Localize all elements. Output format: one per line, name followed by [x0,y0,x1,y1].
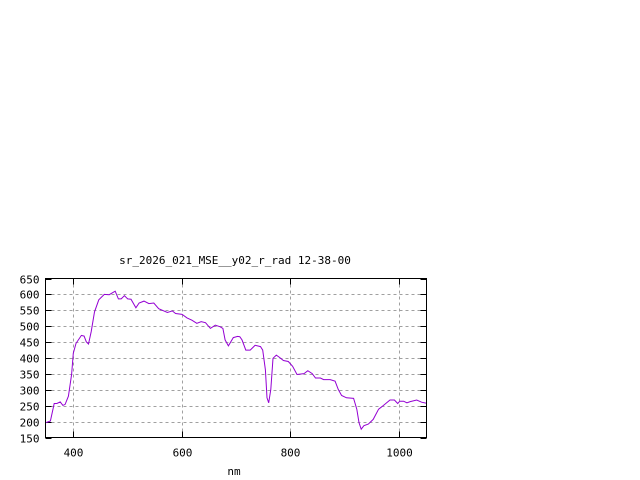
x-tick-label: 600 [173,447,193,460]
tick-labels: 150 200 250 300 350 400 450 500 550 600 650 400 600 8… [20,274,413,460]
x-axis-label: nm [227,465,241,478]
x-tick-label: 400 [64,447,84,460]
y-tick-label: 300 [20,385,40,398]
y-tick-label: 150 [20,433,40,446]
y-tick-label: 550 [20,305,40,318]
x-tick-label: 1000 [386,447,413,460]
series-line [45,290,427,431]
y-tick-label: 350 [20,369,40,382]
chart-title: sr_2026_021_MSE__y02_r_rad 12-38-00 [119,254,351,267]
y-tick-label: 400 [20,353,40,366]
y-tick-label: 450 [20,337,40,350]
x-tick-label: 800 [281,447,301,460]
plot-frame [45,278,427,438]
y-tick-label: 650 [20,274,40,287]
grid [45,278,427,438]
y-tick-label: 600 [20,289,40,302]
y-tick-label: 200 [20,417,40,430]
y-tick-label: 500 [20,321,40,334]
y-tick-label: 250 [20,401,40,414]
ticks [45,278,427,439]
